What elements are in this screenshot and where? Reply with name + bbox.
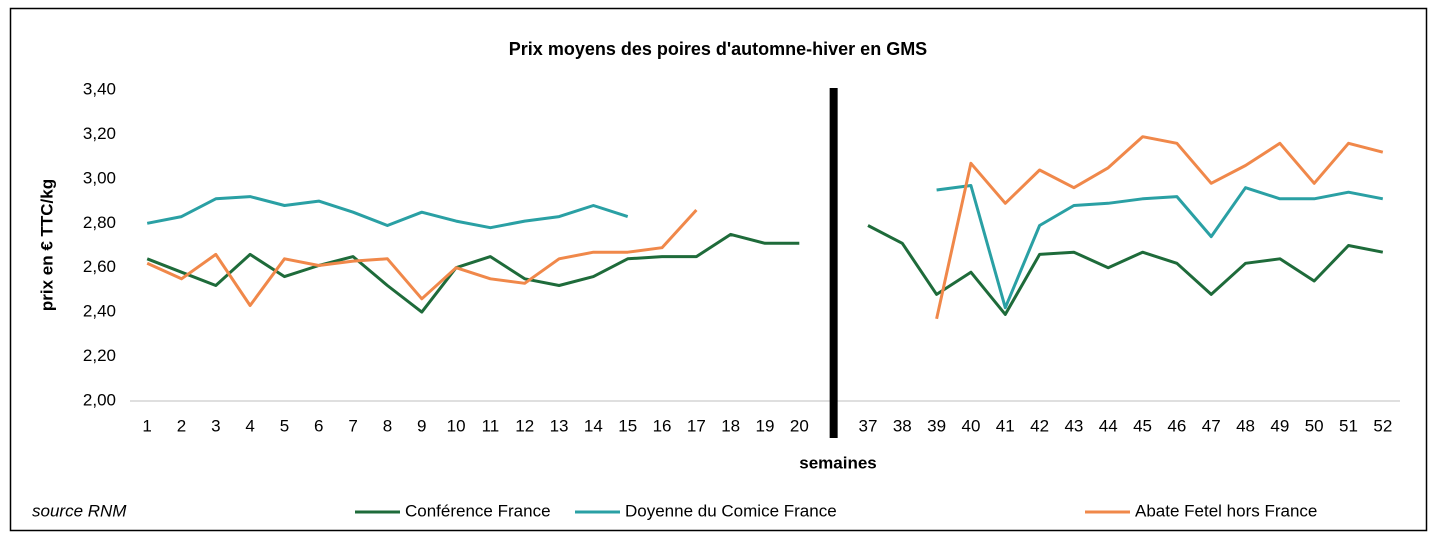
- x-tick-label: 1: [142, 416, 151, 435]
- y-tick-label: 3,00: [83, 168, 116, 187]
- legend-label: Conférence France: [405, 501, 551, 520]
- x-tick-label: 43: [1064, 416, 1083, 435]
- legend-label: Abate Fetel hors France: [1135, 501, 1317, 520]
- x-tick-label: 19: [756, 416, 775, 435]
- y-tick-label: 2,80: [83, 213, 116, 232]
- x-tick-label: 10: [447, 416, 466, 435]
- x-tick-label: 37: [859, 416, 878, 435]
- y-axis-title: prix en € TTC/kg: [37, 179, 56, 311]
- series-line: [146, 184, 1384, 310]
- x-tick-label: 7: [348, 416, 357, 435]
- x-tick-label: 52: [1373, 416, 1392, 435]
- chart-border: [9, 7, 1428, 532]
- season-separator: [829, 88, 838, 438]
- x-tick-label: 49: [1270, 416, 1289, 435]
- x-tick-label: 40: [961, 416, 980, 435]
- y-tick-label: 2,20: [83, 346, 116, 365]
- x-tick-label: 41: [996, 416, 1015, 435]
- y-tick-label: 2,40: [83, 302, 116, 321]
- x-tick-label: 3: [211, 416, 220, 435]
- x-tick-label: 14: [584, 416, 603, 435]
- x-tick-label: 8: [383, 416, 392, 435]
- x-tick-label: 17: [687, 416, 706, 435]
- x-tick-label: 11: [482, 416, 500, 435]
- legend-label: Doyenne du Comice France: [625, 501, 837, 520]
- x-tick-label: 44: [1099, 416, 1118, 435]
- x-tick-label: 6: [314, 416, 323, 435]
- series-line: [146, 224, 1384, 316]
- x-tick-label: 9: [417, 416, 426, 435]
- y-tick-label: 2,60: [83, 257, 116, 276]
- x-tick-label: 18: [721, 416, 740, 435]
- y-tick-label: 3,40: [83, 79, 116, 98]
- x-tick-label: 48: [1236, 416, 1255, 435]
- x-tick-label: 4: [245, 416, 254, 435]
- y-tick-label: 3,20: [83, 124, 116, 143]
- x-tick-label: 46: [1167, 416, 1186, 435]
- x-tick-label: 2: [177, 416, 186, 435]
- x-tick-label: 51: [1339, 416, 1358, 435]
- x-tick-label: 38: [893, 416, 912, 435]
- x-tick-label: 47: [1202, 416, 1221, 435]
- x-tick-label: 15: [618, 416, 637, 435]
- series-line: [146, 135, 1384, 320]
- x-tick-label: 42: [1030, 416, 1049, 435]
- x-tick-label: 5: [280, 416, 289, 435]
- x-tick-label: 13: [550, 416, 569, 435]
- chart-title: Prix moyens des poires d'automne-hiver e…: [509, 39, 927, 59]
- y-tick-label: 2,00: [83, 390, 116, 409]
- x-tick-label: 20: [790, 416, 809, 435]
- x-tick-label: 45: [1133, 416, 1152, 435]
- x-tick-label: 50: [1305, 416, 1324, 435]
- x-axis-title: semaines: [799, 453, 877, 472]
- source-note: source RNM: [32, 501, 127, 520]
- x-tick-label: 12: [515, 416, 534, 435]
- x-tick-label: 39: [927, 416, 946, 435]
- x-tick-label: 16: [653, 416, 672, 435]
